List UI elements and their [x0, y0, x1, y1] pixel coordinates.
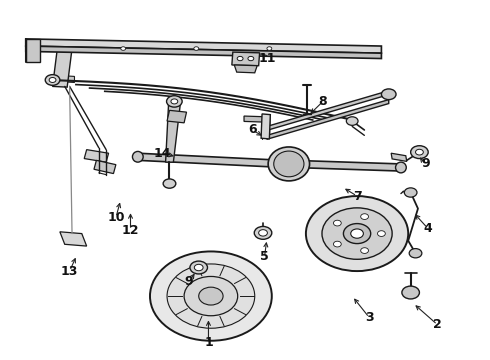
Text: 7: 7 — [353, 190, 362, 203]
Polygon shape — [26, 39, 381, 53]
Circle shape — [306, 196, 408, 271]
Circle shape — [346, 117, 358, 125]
Circle shape — [343, 224, 371, 244]
Ellipse shape — [274, 151, 304, 177]
Circle shape — [404, 188, 417, 197]
Text: 12: 12 — [122, 224, 139, 237]
Polygon shape — [60, 232, 87, 246]
Polygon shape — [52, 48, 72, 87]
Circle shape — [322, 208, 392, 259]
Polygon shape — [62, 76, 74, 82]
Polygon shape — [244, 116, 266, 122]
Circle shape — [121, 47, 125, 50]
Polygon shape — [167, 111, 187, 123]
Circle shape — [351, 229, 364, 238]
Polygon shape — [166, 282, 188, 296]
Polygon shape — [391, 153, 407, 161]
Text: 6: 6 — [248, 123, 257, 136]
Circle shape — [150, 251, 272, 341]
Polygon shape — [26, 46, 381, 59]
Polygon shape — [26, 39, 40, 62]
Circle shape — [381, 89, 396, 100]
Polygon shape — [234, 65, 257, 73]
Polygon shape — [294, 160, 401, 171]
Circle shape — [361, 248, 368, 253]
Text: 1: 1 — [204, 336, 213, 349]
Text: 9: 9 — [421, 157, 430, 170]
Circle shape — [163, 179, 176, 188]
Circle shape — [199, 287, 223, 305]
Circle shape — [409, 249, 422, 258]
Circle shape — [167, 96, 182, 107]
Text: 4: 4 — [423, 222, 432, 235]
Text: 11: 11 — [258, 52, 276, 65]
Text: 8: 8 — [318, 95, 327, 108]
Text: 5: 5 — [260, 250, 269, 263]
Polygon shape — [166, 105, 180, 162]
Polygon shape — [94, 160, 116, 174]
Circle shape — [377, 231, 385, 237]
Circle shape — [45, 75, 60, 85]
Ellipse shape — [395, 162, 406, 173]
Circle shape — [334, 220, 341, 226]
Text: 10: 10 — [107, 211, 124, 224]
Polygon shape — [138, 153, 284, 167]
Circle shape — [184, 276, 238, 316]
Circle shape — [167, 264, 255, 328]
Text: 9: 9 — [185, 275, 193, 288]
Ellipse shape — [268, 147, 310, 181]
Text: 13: 13 — [61, 265, 78, 278]
Circle shape — [402, 286, 419, 299]
Polygon shape — [84, 150, 109, 162]
Circle shape — [361, 214, 368, 220]
Circle shape — [237, 57, 243, 61]
Circle shape — [195, 264, 203, 271]
Circle shape — [259, 230, 268, 236]
Circle shape — [190, 261, 207, 274]
Circle shape — [171, 99, 178, 104]
Circle shape — [194, 47, 199, 50]
Text: 2: 2 — [433, 318, 442, 331]
Circle shape — [416, 149, 423, 155]
Text: 3: 3 — [365, 311, 373, 324]
Circle shape — [267, 47, 272, 50]
Circle shape — [411, 146, 428, 158]
Polygon shape — [267, 100, 389, 139]
Text: 14: 14 — [153, 147, 171, 160]
Polygon shape — [232, 52, 260, 66]
Circle shape — [254, 226, 272, 239]
Polygon shape — [261, 114, 270, 139]
Circle shape — [334, 241, 341, 247]
Circle shape — [49, 77, 56, 82]
Circle shape — [248, 57, 254, 61]
Ellipse shape — [132, 152, 143, 162]
Polygon shape — [265, 91, 386, 131]
